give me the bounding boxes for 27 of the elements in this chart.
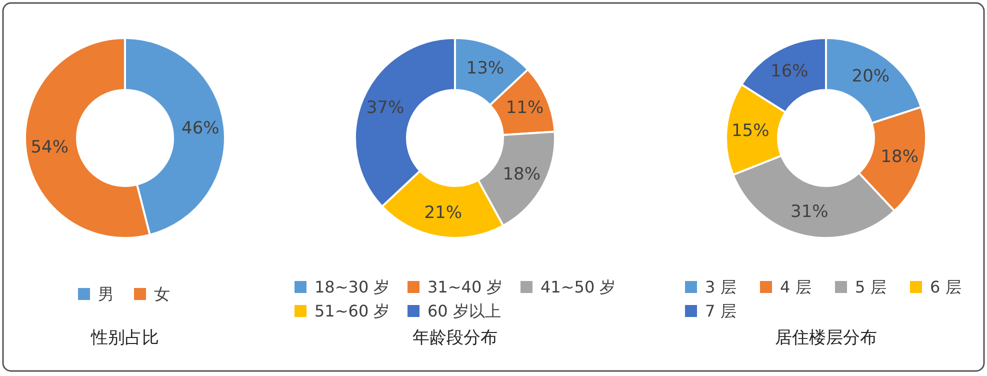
legend-label: 3 层 <box>705 278 736 296</box>
legend-label: 女 <box>154 284 170 304</box>
legend-label: 4 层 <box>780 278 812 296</box>
legend-label: 31~40 岁 <box>428 278 503 296</box>
data-label: 46% <box>182 118 220 138</box>
legend-label: 6 层 <box>930 278 962 296</box>
data-label: 20% <box>852 66 890 87</box>
data-label: 18% <box>502 164 540 185</box>
data-label: 16% <box>770 61 808 82</box>
text: 年龄段分布 <box>412 328 498 348</box>
legend-label: 41~50 岁 <box>540 278 616 296</box>
legend-label: 7 层 <box>705 302 736 320</box>
data-label: 21% <box>424 203 462 224</box>
text: 性别占比 <box>90 328 159 348</box>
data-label: 37% <box>366 98 404 118</box>
data-label: 18% <box>880 146 919 167</box>
legend-label: 18~30 岁 <box>314 278 390 296</box>
legend-label: 60 岁以上 <box>428 302 501 320</box>
data-label: 15% <box>731 120 770 141</box>
text: 居住楼层分布 <box>775 328 877 348</box>
legend-label: 5 层 <box>855 278 886 296</box>
data-label: 13% <box>466 58 504 78</box>
legend-label: 男 <box>98 284 114 304</box>
data-label: 54% <box>30 138 68 158</box>
data-label: 11% <box>506 98 544 118</box>
data-label: 31% <box>790 202 828 222</box>
legend-label: 51~60 岁 <box>314 302 390 320</box>
